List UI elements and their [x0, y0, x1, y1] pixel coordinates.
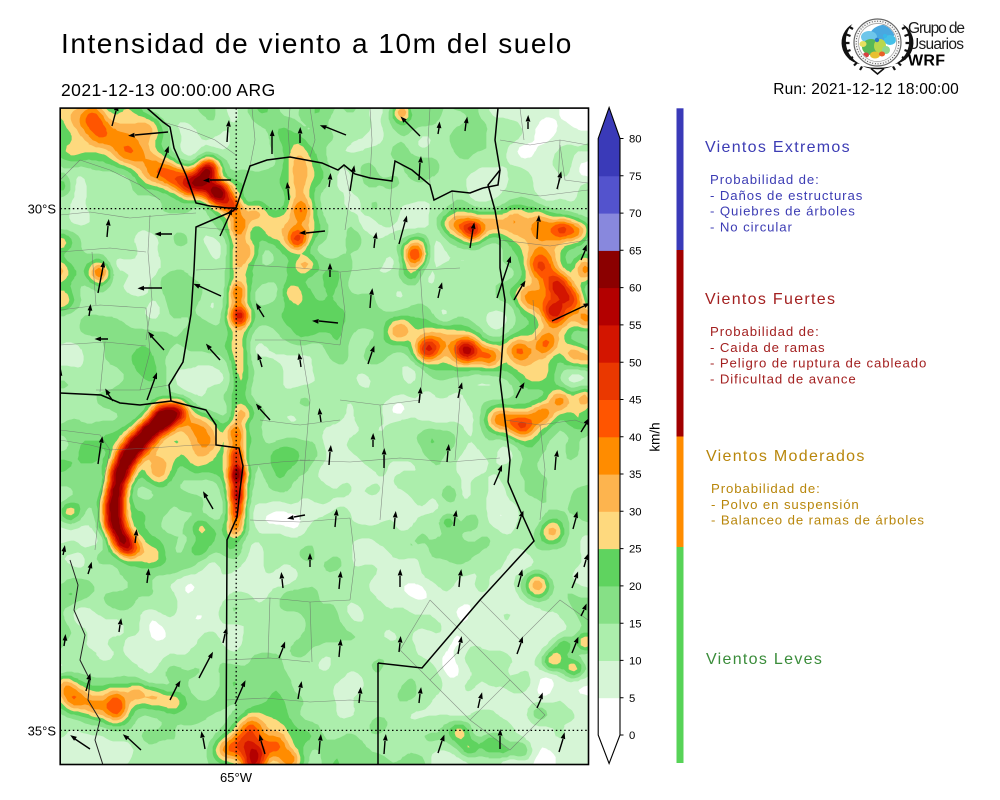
- svg-text:Usuarios: Usuarios: [908, 36, 964, 53]
- svg-text:- Quiebres de árboles: - Quiebres de árboles: [710, 204, 856, 219]
- svg-text:- Caida de ramas: - Caida de ramas: [710, 340, 826, 355]
- svg-text:55: 55: [629, 320, 642, 332]
- svg-text:Vientos Moderados: Vientos Moderados: [706, 448, 866, 465]
- svg-text:Vientos Leves: Vientos Leves: [706, 651, 823, 668]
- svg-text:50: 50: [629, 357, 642, 369]
- svg-text:60: 60: [629, 283, 642, 295]
- svg-text:40: 40: [629, 432, 642, 444]
- svg-text:Probabilidad de:: Probabilidad de:: [711, 481, 821, 496]
- svg-text:Grupo de: Grupo de: [908, 20, 965, 37]
- svg-text:75: 75: [629, 171, 642, 183]
- svg-text:- Dificultad de avance: - Dificultad de avance: [710, 371, 857, 386]
- svg-text:80: 80: [629, 134, 642, 146]
- svg-text:70: 70: [629, 208, 642, 220]
- svg-text:15: 15: [629, 618, 642, 630]
- svg-text:35°S: 35°S: [28, 724, 57, 739]
- svg-text:20: 20: [629, 581, 642, 593]
- svg-text:2021-12-13 00:00:00 ARG: 2021-12-13 00:00:00 ARG: [61, 80, 276, 100]
- svg-text:Vientos Fuertes: Vientos Fuertes: [705, 291, 836, 308]
- svg-text:25: 25: [629, 544, 642, 556]
- svg-text:- Daños de estructuras: - Daños de estructuras: [710, 188, 863, 203]
- svg-text:Intensidad de viento a 10m del: Intensidad de viento a 10m del suelo: [61, 28, 573, 59]
- svg-text:35: 35: [629, 469, 642, 481]
- svg-text:- Balanceo de ramas de árboles: - Balanceo de ramas de árboles: [711, 513, 925, 528]
- svg-text:- Polvo en suspensión: - Polvo en suspensión: [711, 497, 860, 512]
- svg-text:5: 5: [629, 693, 635, 705]
- svg-text:Probabilidad de:: Probabilidad de:: [710, 172, 820, 187]
- svg-text:30: 30: [629, 506, 642, 518]
- svg-text:65: 65: [629, 245, 642, 257]
- svg-text:WRF: WRF: [908, 53, 945, 70]
- svg-text:km/h: km/h: [648, 422, 663, 451]
- svg-text:Probabilidad de:: Probabilidad de:: [710, 324, 820, 339]
- svg-text:65°W: 65°W: [220, 770, 253, 785]
- svg-text:Vientos Extremos: Vientos Extremos: [705, 139, 851, 156]
- svg-text:45: 45: [629, 395, 642, 407]
- svg-text:10: 10: [629, 656, 642, 668]
- svg-text:0: 0: [629, 730, 635, 742]
- svg-text:Run: 2021-12-12 18:00:00: Run: 2021-12-12 18:00:00: [773, 81, 959, 98]
- svg-text:- No circular: - No circular: [710, 219, 793, 234]
- svg-text:30°S: 30°S: [28, 202, 57, 217]
- svg-text:- Peligro de ruptura de cablea: - Peligro de ruptura de cableado: [710, 356, 927, 371]
